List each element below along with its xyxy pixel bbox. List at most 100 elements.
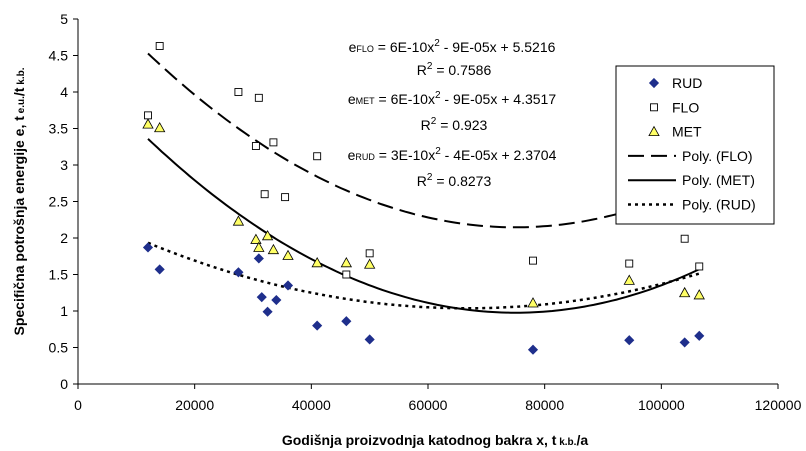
point-flo xyxy=(529,256,537,265)
point-rud xyxy=(154,264,165,275)
equation-met: eMET = 6E-10x2 - 9E-05x + 4.3517 xyxy=(348,90,556,107)
point-met xyxy=(153,121,166,133)
x-tick-label: 0 xyxy=(74,397,82,413)
equation-subscript: RUD xyxy=(355,152,375,162)
point-met xyxy=(250,233,262,244)
point-rud xyxy=(282,280,294,291)
y-tick-label: 3 xyxy=(60,157,68,173)
equation-superscript: 2 xyxy=(435,146,441,157)
equation-rest: - 4E-05x + 2.3704 xyxy=(441,147,557,163)
y-tick-label: 0.5 xyxy=(49,340,69,356)
y-axis-title-subscript-2: k.b. xyxy=(16,67,27,87)
point-met xyxy=(363,258,376,269)
point-rud xyxy=(679,337,690,348)
point-rud xyxy=(256,292,267,303)
r-squared-prefix: R xyxy=(421,117,431,133)
equation-rest: - 9E-05x + 4.3517 xyxy=(441,91,557,107)
point-rud xyxy=(694,330,705,341)
equation-prefix: e xyxy=(348,91,356,107)
r-squared-value: = 0.7586 xyxy=(432,62,491,78)
legend-box xyxy=(615,65,775,225)
equation-subscript: MET xyxy=(356,96,376,106)
r-squared-met: R2 = 0.923 xyxy=(421,116,488,133)
equation-main: = 6E-10x xyxy=(375,91,435,107)
x-tick-label: 80000 xyxy=(525,397,564,413)
point-met xyxy=(623,274,635,285)
trendline-poly-met xyxy=(147,138,700,314)
y-tick-label: 2 xyxy=(60,230,68,246)
legend: RUD FLO MET Poly. (FLO) Poly. (MET) Poly. (RU… xyxy=(615,65,775,225)
x-axis-title: Godišnja proizvodnja katodnog bakra x, t… xyxy=(282,432,588,448)
equation-prefix: e xyxy=(348,147,356,163)
equation-main: = 3E-10x xyxy=(375,147,435,163)
point-met xyxy=(232,215,245,226)
point-met xyxy=(267,243,280,255)
point-rud xyxy=(364,334,375,345)
point-flo xyxy=(144,111,152,120)
r-squared-superscript: 2 xyxy=(431,116,437,127)
y-tick-label: 1.5 xyxy=(49,267,69,283)
axes: 0 0.5 1 1.5 2 2.5 3 3.5 4 4.5 5 0 20000 40000 60000 800… xyxy=(11,11,802,448)
y-tick-label: 2.5 xyxy=(49,194,69,210)
y-axis-title: Specifična potrošnja energije e, t e.u./… xyxy=(11,67,27,335)
y-tick-label: 0 xyxy=(60,376,68,392)
point-met xyxy=(340,256,353,268)
legend-marker-met xyxy=(648,125,660,137)
point-flo xyxy=(625,259,634,268)
point-flo xyxy=(260,190,269,199)
point-rud xyxy=(527,344,539,355)
point-met xyxy=(261,229,274,241)
y-axis-title-subscript-1: e.u. xyxy=(16,96,27,116)
point-rud xyxy=(142,242,154,253)
point-rud xyxy=(253,253,264,264)
x-tick-label: 100000 xyxy=(638,397,685,413)
x-tick-label: 60000 xyxy=(409,397,448,413)
point-rud xyxy=(312,320,323,331)
trendline-poly-flo xyxy=(147,52,700,229)
y-tick-label: 3.5 xyxy=(49,121,69,137)
x-tick-label: 20000 xyxy=(175,397,214,413)
point-met xyxy=(693,289,705,300)
trendline-poly-rud xyxy=(147,241,700,310)
legend-label-flo: FLO xyxy=(672,99,699,115)
y-axis-title-main: Specifična potrošnja energije e, t xyxy=(11,116,27,336)
data-points xyxy=(142,42,705,355)
equation-prefix: e xyxy=(349,39,357,55)
x-axis-title-main: Godišnja proizvodnja katodnog bakra x, t xyxy=(282,432,557,448)
equation-flo: eFLO = 6E-10x2 - 9E-05x + 5.5216 xyxy=(349,38,556,55)
point-met xyxy=(311,256,323,268)
point-met xyxy=(253,241,265,252)
y-tick-label: 4.5 xyxy=(49,48,69,64)
legend-marker-flo xyxy=(650,103,658,112)
r-squared-value: = 0.923 xyxy=(436,117,487,133)
point-rud xyxy=(624,335,635,346)
y-tick-label: 4 xyxy=(60,84,68,100)
legend-marker-rud xyxy=(648,77,660,89)
equation-subscript: FLO xyxy=(356,44,374,54)
point-rud xyxy=(262,306,273,317)
equation-superscript: 2 xyxy=(434,38,440,49)
point-flo xyxy=(269,138,278,147)
r-squared-superscript: 2 xyxy=(427,61,433,72)
y-tick-label: 1 xyxy=(60,303,68,319)
x-tick-label: 120000 xyxy=(755,397,802,413)
point-met xyxy=(678,286,691,298)
r-squared-flo: R2 = 0.7586 xyxy=(417,61,492,78)
point-flo xyxy=(365,249,374,258)
r-squared-prefix: R xyxy=(417,173,427,189)
trendlines xyxy=(147,52,700,314)
equation-rud: eRUD = 3E-10x2 - 4E-05x + 2.3704 xyxy=(348,146,557,163)
point-flo xyxy=(155,42,164,50)
legend-label-trendline: Poly. (FLO) xyxy=(682,148,753,164)
equation-superscript: 2 xyxy=(435,90,441,101)
x-axis-title-tail: /a xyxy=(576,432,588,448)
legend-label-trendline: Poly. (RUD) xyxy=(682,197,756,213)
point-flo xyxy=(234,88,243,96)
equation-main: = 6E-10x xyxy=(374,39,434,55)
point-rud xyxy=(271,294,282,306)
legend-label-met: MET xyxy=(672,124,702,140)
x-tick-label: 40000 xyxy=(292,397,331,413)
x-axis-title-subscript: k.b. xyxy=(556,437,576,448)
